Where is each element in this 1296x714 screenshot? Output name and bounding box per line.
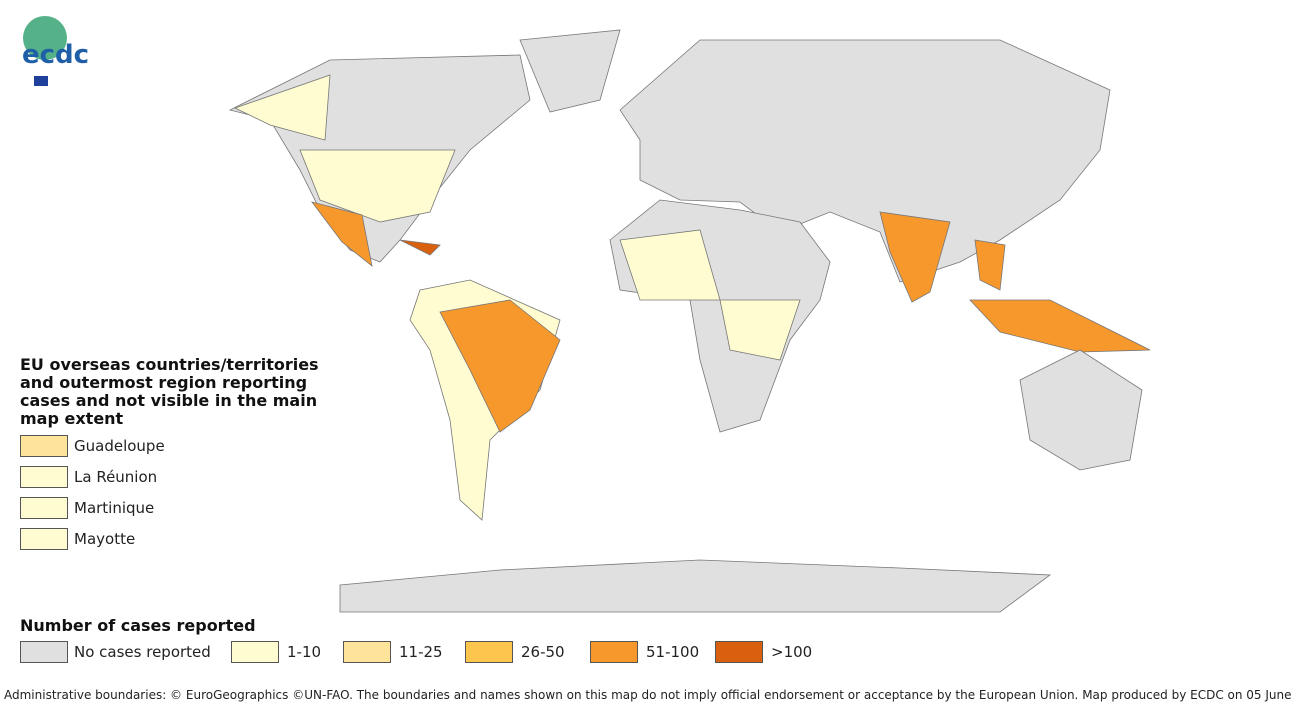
legend-label: 51-100 (646, 643, 700, 661)
legend-item: 26-50 (465, 641, 565, 663)
footer: Administrative boundaries: © EuroGeograp… (4, 688, 1296, 702)
legend-item: Guadeloupe (20, 435, 165, 457)
legend-label: 26-50 (521, 643, 565, 661)
legend-item: 11-25 (343, 641, 443, 663)
legend-label: La Réunion (74, 468, 158, 486)
central-africa (719, 299, 801, 361)
legend-swatch (20, 641, 68, 663)
legend-swatch (20, 497, 68, 519)
mexico (310, 201, 373, 267)
legend-label: Martinique (74, 499, 155, 517)
overseas-legend-title: EU overseas countries/territories and ou… (20, 355, 319, 428)
legend-swatch (465, 641, 513, 663)
legend-label: >100 (771, 643, 813, 661)
india (879, 211, 951, 303)
eu-flag (34, 76, 48, 86)
cuba (399, 239, 441, 256)
legend-item: La Réunion (20, 466, 157, 488)
australia (1019, 349, 1143, 471)
legend-swatch (343, 641, 391, 663)
africa (609, 199, 831, 433)
legend-swatch (231, 641, 279, 663)
alaska (233, 74, 331, 141)
indonesia (969, 299, 1151, 353)
legend-item: Mayotte (20, 528, 135, 550)
legend-swatch (20, 435, 68, 457)
usa (299, 149, 456, 223)
legend-label: Mayotte (74, 530, 136, 548)
legend-item: 1-10 (231, 641, 321, 663)
legend-swatch (715, 641, 763, 663)
legend-item: No cases reported (20, 641, 211, 663)
brazil (439, 299, 561, 433)
greenland (519, 29, 621, 113)
legend-swatch (20, 466, 68, 488)
world-map (23, 16, 1151, 613)
cases-legend-title: Number of cases reported (20, 616, 256, 635)
legend-label: 11-25 (399, 643, 443, 661)
legend-label: 1-10 (287, 643, 322, 661)
antarctica (339, 559, 1052, 613)
legend-item: 51-100 (590, 641, 699, 663)
legend-swatch (590, 641, 638, 663)
legend-item: >100 (715, 641, 812, 663)
indochina (974, 239, 1006, 291)
legend-label: No cases reported (74, 643, 211, 661)
legend-label: Guadeloupe (74, 437, 165, 455)
logo-text: ecdc (22, 40, 90, 70)
logo-globe (23, 16, 67, 60)
eurasia (619, 39, 1111, 283)
legend-item: Martinique (20, 497, 154, 519)
legend-swatch (20, 528, 68, 550)
